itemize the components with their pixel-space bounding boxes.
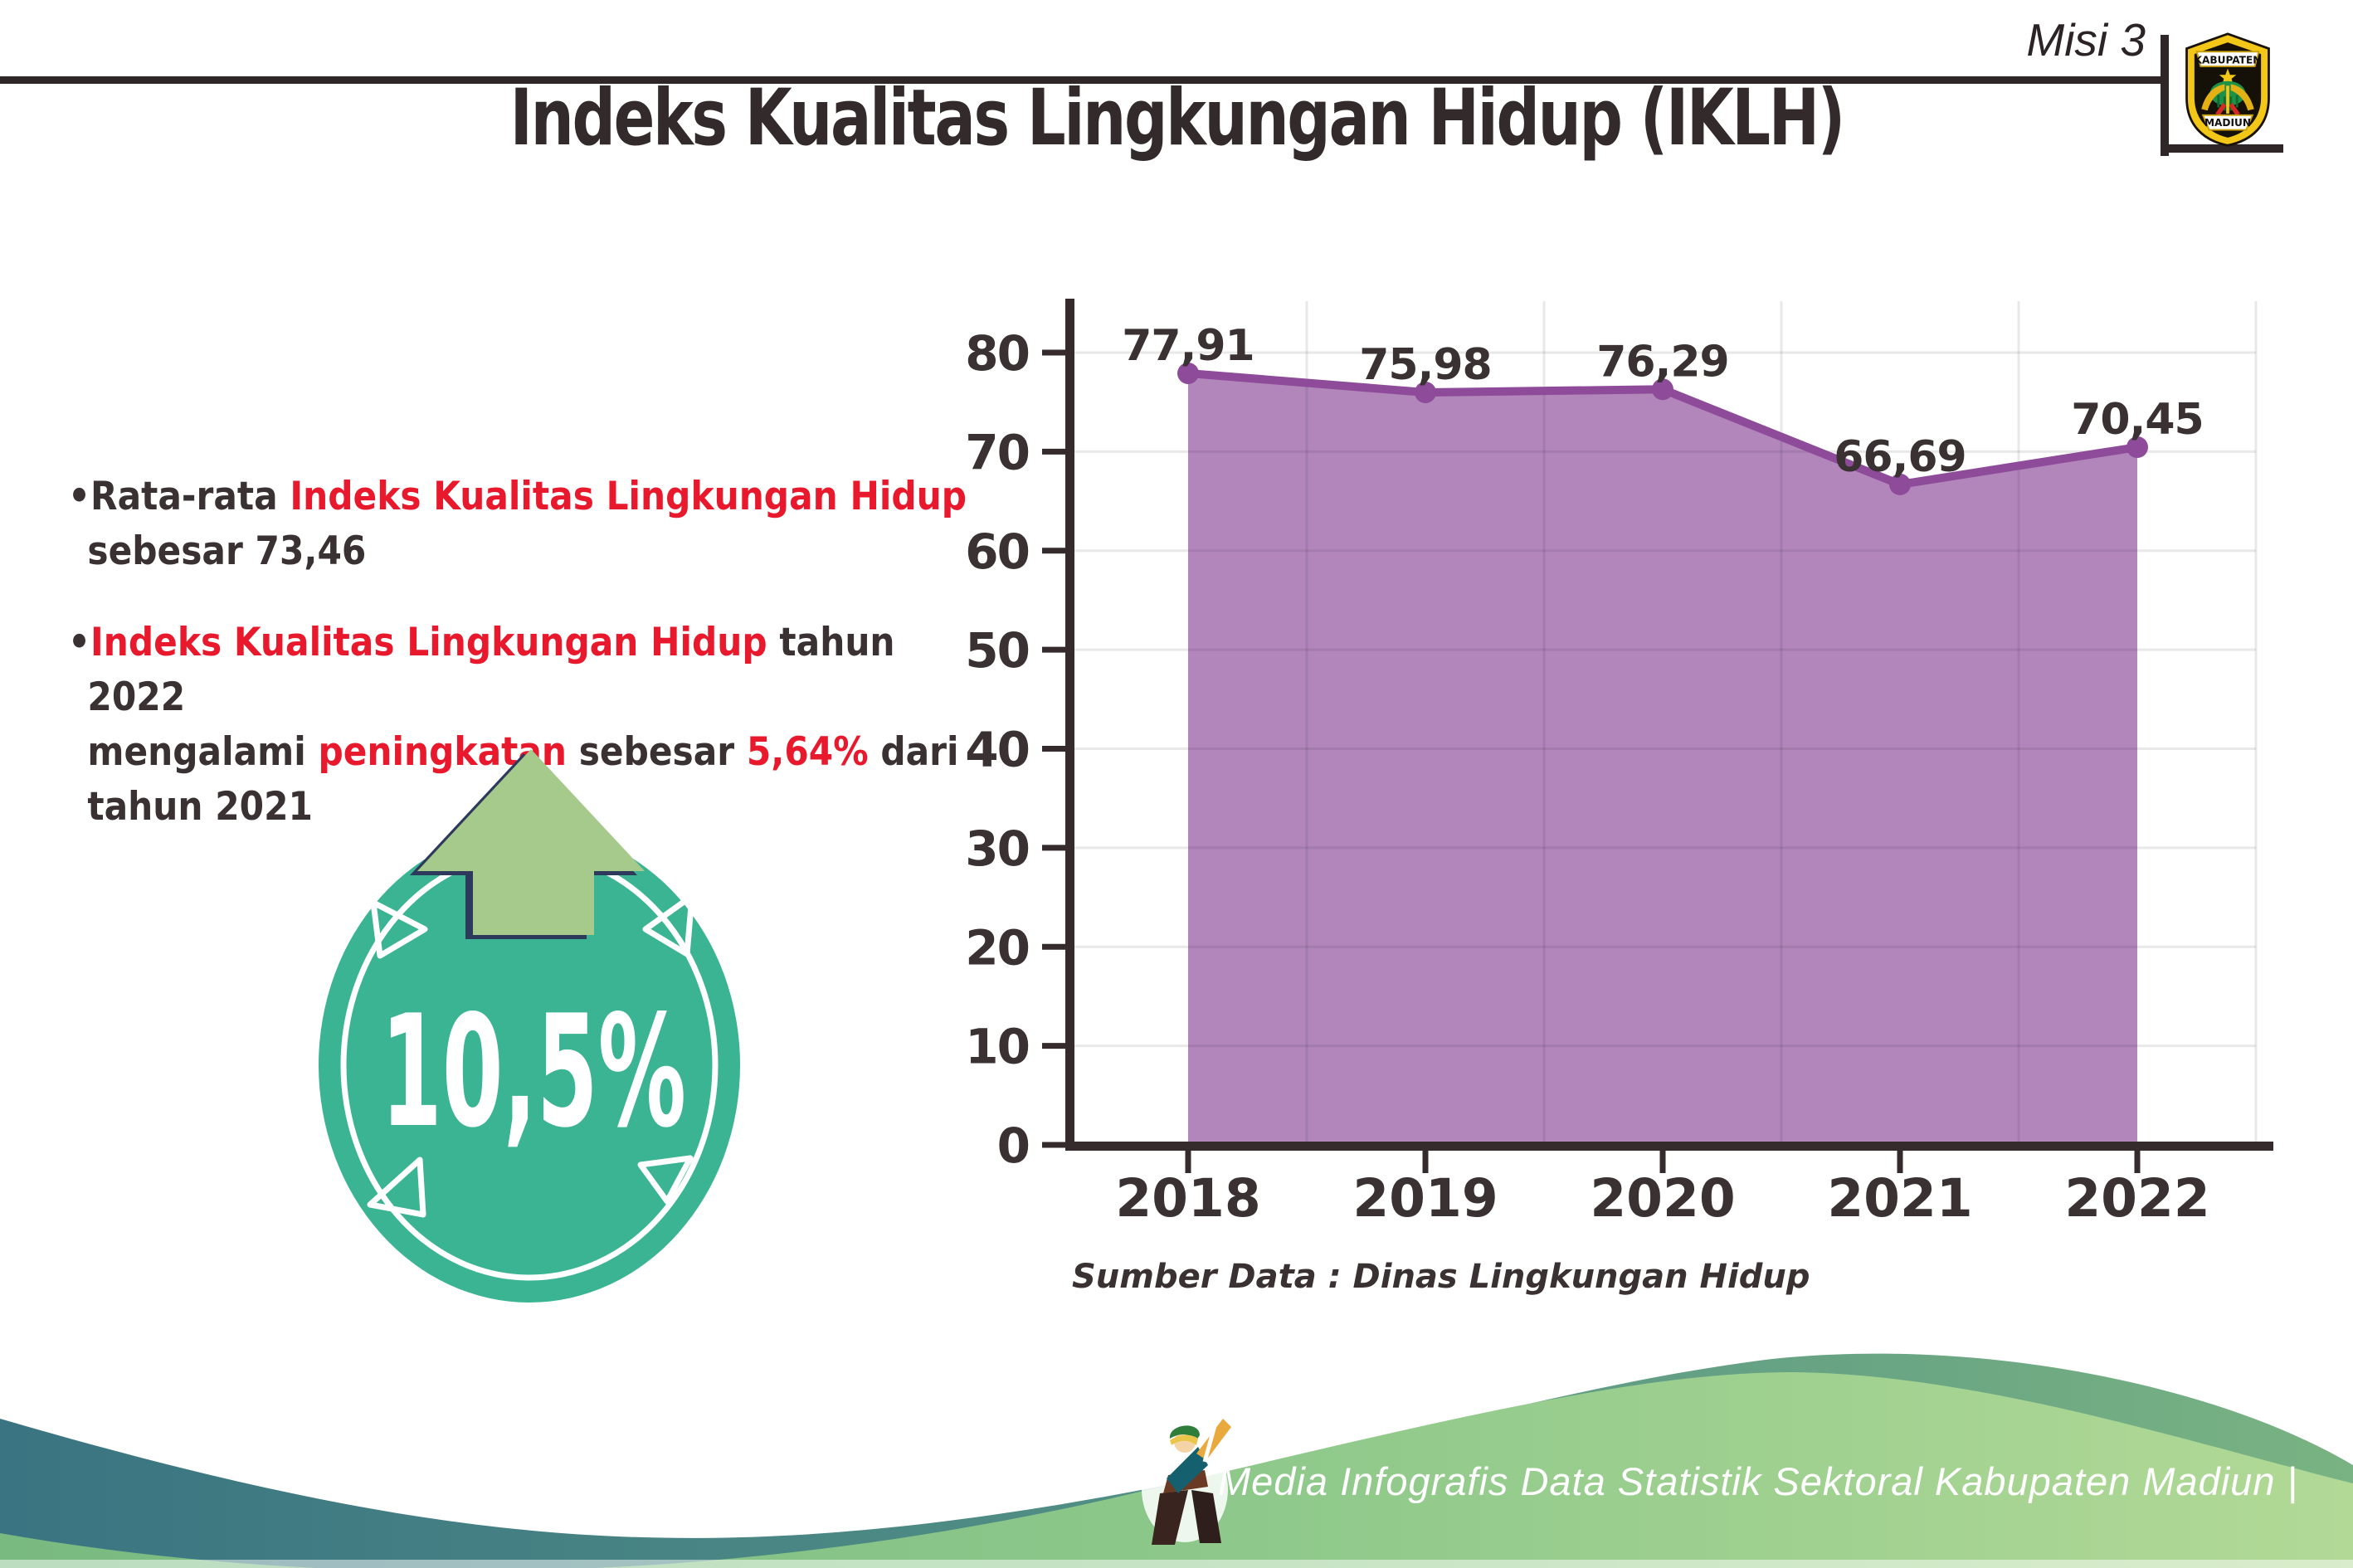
x-tick-label: 2022 (2064, 1168, 2209, 1229)
increase-badge: 10,5% (319, 749, 740, 1303)
badge-triangle-lower-left (367, 1157, 426, 1218)
page-title: Indeks Kualitas Lingkungan Hidup (IKLH) (509, 73, 1845, 163)
y-tick-label: 20 (965, 919, 1029, 976)
header-rule (0, 76, 2167, 84)
y-tick-label: 10 (965, 1019, 1029, 1075)
badge-triangle-upper-right (642, 893, 695, 957)
bullet-item-1: •Rata-rata Indeks Kualitas Lingkungan Hi… (68, 470, 1001, 579)
highlighted-text: Indeks Kualitas Lingkungan Hidup (290, 474, 967, 519)
logo-tree-vines (2217, 95, 2239, 111)
logo-left-wing (2201, 84, 2225, 111)
badge-triangle-lower-right (637, 1155, 694, 1205)
data-label-2021: 66,69 (1834, 432, 1966, 482)
bullet-text-block: •Rata-rata Indeks Kualitas Lingkungan Hi… (68, 470, 1001, 871)
logo-right-wing (2230, 84, 2254, 111)
highlighted-text: 5,64% (746, 729, 869, 775)
y-tick-label: 80 (965, 325, 1029, 382)
data-point-2022 (2126, 436, 2148, 459)
data-point-2021 (1889, 473, 1911, 495)
y-tick (1042, 943, 1065, 950)
source-note: Sumber Data : Dinas Lingkungan Hidup (1072, 1258, 1810, 1296)
y-tick-label: 40 (965, 722, 1029, 778)
x-tick (1422, 1151, 1429, 1173)
data-label-2022: 70,45 (2071, 395, 2203, 445)
y-tick-label: 0 (997, 1118, 1029, 1174)
chart-area (1188, 373, 2137, 1146)
y-tick (1042, 646, 1065, 653)
x-tick (1185, 1151, 1191, 1173)
logo-frame-vertical (2161, 35, 2169, 156)
footer-credit: Media Infografis Data Statistik Sektoral… (1218, 1459, 2298, 1503)
mascot-left-leg (1152, 1490, 1188, 1545)
y-tick-label: 70 (965, 424, 1029, 480)
logo-frame-horizontal (2161, 144, 2283, 153)
mascot-pencil (1202, 1413, 1220, 1463)
y-tick-label: 60 (965, 523, 1029, 580)
data-point-2019 (1415, 381, 1436, 403)
bullet-item-2: •Indeks Kualitas Lingkungan Hidup tahun … (68, 616, 1001, 835)
bullet-line: sebesar 73,46 (87, 524, 1001, 579)
highlighted-text: Indeks Kualitas Lingkungan Hidup (90, 620, 767, 665)
x-tick (1659, 1151, 1666, 1173)
bullet-dot-icon: • (68, 474, 91, 519)
data-label-2020: 76,29 (1596, 337, 1728, 387)
bullet-line: •Indeks Kualitas Lingkungan Hidup tahun … (68, 616, 1001, 725)
data-point-2018 (1177, 362, 1199, 384)
data-label-2018: 77,91 (1122, 321, 1254, 371)
misi-label: Misi 3 (2026, 14, 2146, 66)
body-text: mengalami (87, 729, 319, 775)
badge-triangle-upper-left (370, 899, 428, 959)
body-text: Rata-rata (90, 474, 290, 519)
data-label-2019: 75,98 (1359, 340, 1491, 390)
x-tick (1897, 1151, 1903, 1173)
x-tick-label: 2018 (1115, 1168, 1260, 1229)
logo-top-banner (2195, 51, 2260, 67)
y-tick (1042, 548, 1065, 554)
y-tick-label: 30 (965, 821, 1029, 877)
mascot-hat-band (1170, 1434, 1198, 1445)
mascot-arm (1196, 1419, 1231, 1460)
title-row: Indeks Kualitas Lingkungan Hidup (IKLH) (0, 73, 2353, 163)
body-text: dari (868, 729, 959, 775)
body-text: sebesar 73,46 (87, 528, 367, 574)
logo-keris-icon (2226, 85, 2229, 114)
y-tick (1042, 1043, 1065, 1049)
y-tick (1042, 349, 1065, 356)
y-axis-line (1065, 299, 1074, 1150)
bullet-dot-icon: • (68, 620, 91, 665)
bottom-strip (0, 1560, 2353, 1568)
y-tick-label: 50 (965, 622, 1029, 679)
logo-top-text: KABUPATEN (2195, 54, 2262, 66)
x-axis-line (1065, 1142, 2273, 1151)
x-tick-label: 2021 (1827, 1168, 1972, 1229)
y-tick (1042, 845, 1065, 851)
x-tick-label: 2020 (1590, 1168, 1735, 1229)
x-tick (2134, 1151, 2141, 1173)
body-text: tahun 2021 (87, 784, 313, 830)
mascot-right-leg (1191, 1490, 1221, 1543)
mascot-figure (1142, 1413, 1231, 1545)
green-wave (0, 1372, 2353, 1568)
up-arrow-icon (417, 749, 645, 935)
logo-left-ribbon (2215, 102, 2227, 115)
data-point-2020 (1652, 378, 1673, 401)
y-tick (1042, 448, 1065, 455)
bullet-line: tahun 2021 (87, 780, 1001, 835)
bullet-line: •Rata-rata Indeks Kualitas Lingkungan Hi… (68, 470, 1001, 524)
logo-bottom-text: MADIUN (2204, 117, 2251, 129)
body-text: sebesar (566, 729, 747, 775)
y-tick (1042, 746, 1065, 752)
logo-right-ribbon (2229, 102, 2240, 115)
y-tick (1042, 1142, 1065, 1148)
kabupaten-madiun-logo: KABUPATEN MADIUN (2185, 32, 2270, 147)
logo-bottom-banner (2201, 114, 2254, 131)
x-tick-label: 2019 (1352, 1168, 1498, 1229)
mascot-sash (1167, 1447, 1208, 1493)
body-text: tahun 2022 (87, 620, 895, 720)
badge-value: 10,5% (381, 981, 686, 1161)
logo-star-icon (2219, 68, 2237, 85)
